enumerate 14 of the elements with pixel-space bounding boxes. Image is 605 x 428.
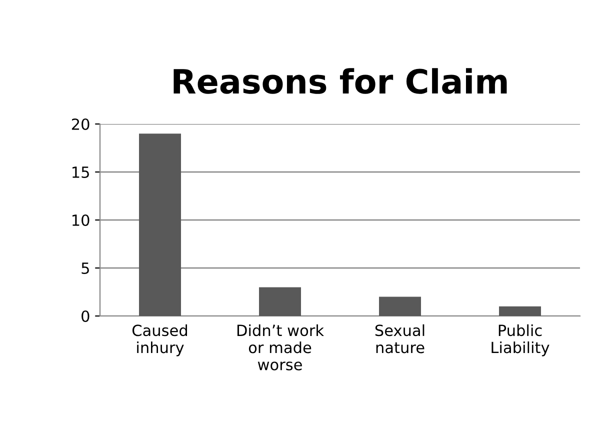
x-tick-label: Caused inhury (132, 324, 187, 356)
bar (499, 306, 541, 316)
x-tick-label: Sexual nature (375, 324, 424, 354)
bar (259, 287, 301, 316)
y-tick-label: 10 (72, 214, 90, 226)
chart-title: Reasons for Claim (174, 68, 507, 94)
y-tick-label: 20 (72, 118, 90, 130)
y-tick-label: 5 (82, 262, 89, 274)
x-tick-label: Didn’t work or made worse (237, 324, 324, 370)
bar (379, 296, 421, 316)
bar (139, 134, 181, 316)
x-tick-label: Public Liability (492, 324, 550, 356)
y-tick-label: 0 (82, 310, 90, 322)
y-tick-label: 15 (72, 166, 89, 178)
